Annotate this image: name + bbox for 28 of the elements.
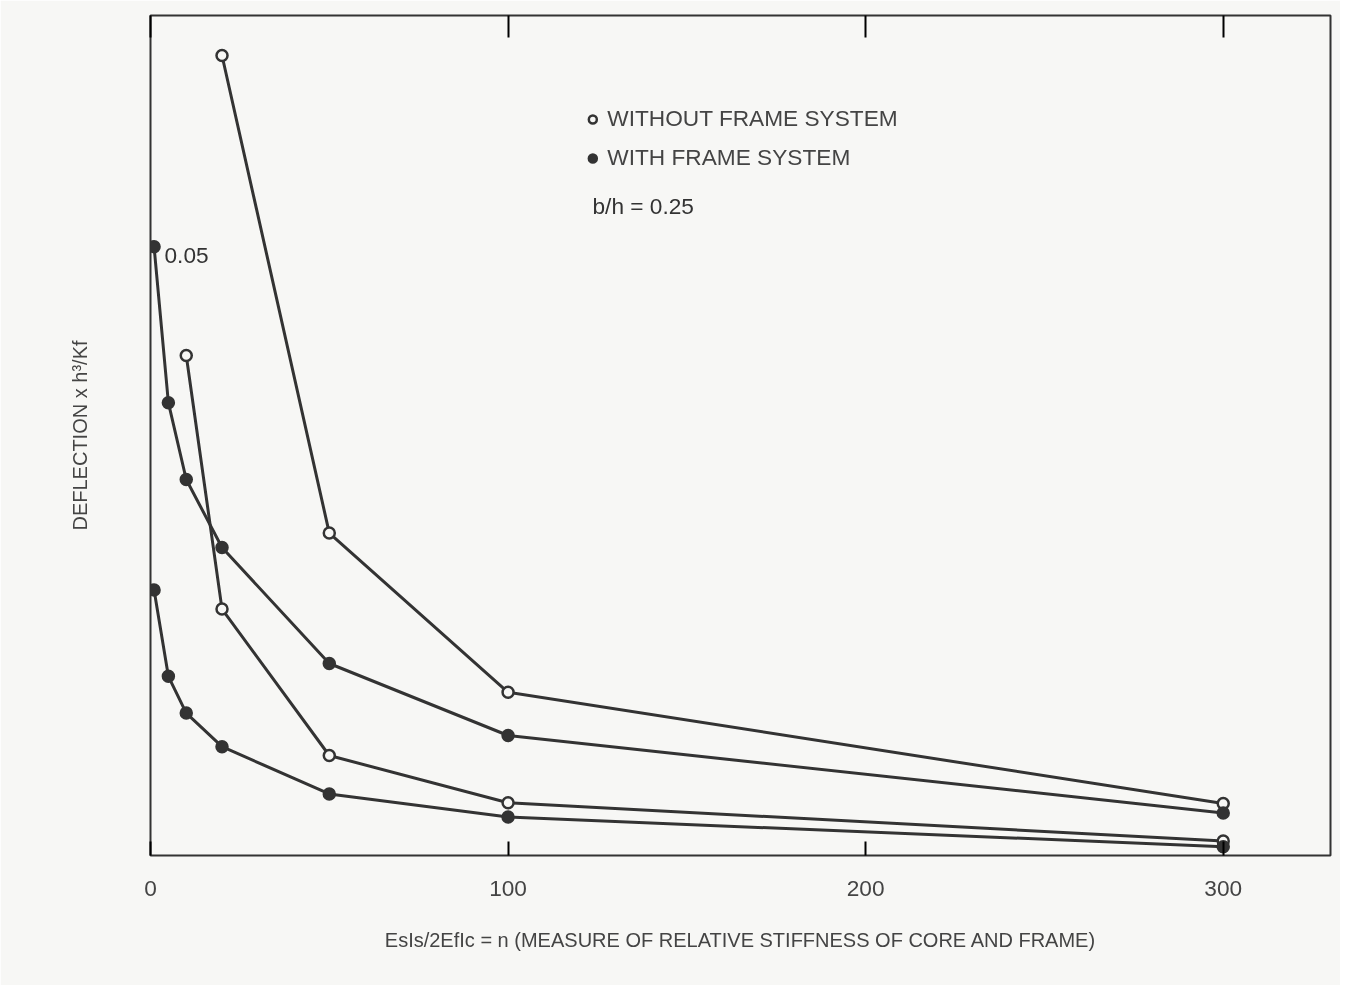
point xyxy=(501,810,515,824)
y-axis-title: DEFLECTION x h³/Kf xyxy=(68,340,91,531)
x-tick-label: 200 xyxy=(846,874,885,901)
point xyxy=(161,395,176,410)
x-tick-label: 0 xyxy=(144,874,157,901)
point xyxy=(179,472,194,487)
point xyxy=(322,526,337,540)
point xyxy=(215,739,229,754)
point xyxy=(1216,806,1230,820)
point xyxy=(501,728,515,743)
annotation: b/h = 0.25 xyxy=(592,192,694,219)
annotation: 0.05 xyxy=(164,242,209,268)
point xyxy=(322,787,337,801)
point xyxy=(501,795,515,810)
point xyxy=(215,540,229,555)
point xyxy=(215,48,229,63)
x-tick-label: 100 xyxy=(489,874,527,901)
legend-label: WITHOUT FRAME SYSTEM xyxy=(607,105,898,132)
point xyxy=(179,706,194,720)
point xyxy=(215,602,229,616)
point xyxy=(179,348,194,363)
point xyxy=(322,656,337,671)
point xyxy=(161,669,176,684)
x-axis-title: EsIs/2EfIc = n (MEASURE OF RELATIVE STIFFNESS OF CORE AND FRAME) xyxy=(384,928,1096,951)
x-tick-label: 300 xyxy=(1204,874,1243,901)
point xyxy=(322,748,337,763)
point xyxy=(501,685,515,700)
legend-label: WITH FRAME SYSTEM xyxy=(607,144,851,171)
